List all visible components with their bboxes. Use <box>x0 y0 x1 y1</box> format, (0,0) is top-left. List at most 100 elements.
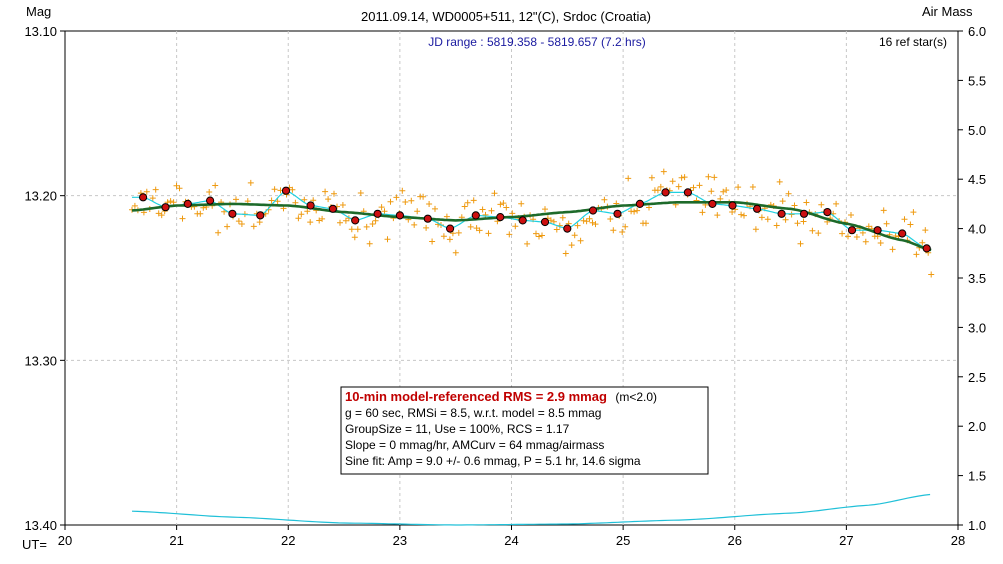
binned-point <box>708 199 717 208</box>
raw-point <box>625 175 632 182</box>
y-right-tick-label: 1.0 <box>968 518 986 533</box>
binned-point <box>228 209 237 218</box>
raw-point <box>631 208 638 215</box>
raw-point <box>331 190 337 197</box>
raw-point <box>491 190 498 197</box>
raw-point <box>714 212 721 219</box>
raw-point <box>238 221 245 227</box>
sine-line <box>132 190 927 249</box>
raw-point <box>408 197 415 204</box>
raw-point <box>654 187 661 194</box>
raw-point <box>149 195 156 202</box>
raw-point <box>749 184 756 190</box>
raw-point <box>337 219 343 226</box>
raw-point <box>797 240 804 247</box>
raw-point <box>399 187 406 194</box>
raw-point <box>634 207 641 214</box>
raw-point <box>307 219 314 226</box>
binned-point <box>922 244 931 253</box>
raw-point <box>497 201 504 208</box>
raw-point <box>862 238 869 245</box>
raw-point <box>479 206 486 213</box>
info-line-4: Slope = 0 mmag/hr, AMCurv = 64 mmag/airm… <box>345 438 604 452</box>
raw-point <box>524 240 531 247</box>
raw-point <box>657 183 664 190</box>
raw-point <box>167 198 174 205</box>
raw-point <box>601 196 608 203</box>
raw-point <box>660 168 667 175</box>
raw-point <box>845 233 851 240</box>
chart-title: 2011.09.14, WD0005+511, 12"(C), Srdoc (C… <box>361 9 651 24</box>
raw-point <box>378 204 385 211</box>
raw-point <box>913 251 920 258</box>
x-tick-label: 25 <box>616 533 630 548</box>
raw-point <box>366 240 373 247</box>
raw-point <box>152 186 159 193</box>
raw-point <box>420 193 427 200</box>
raw-point <box>170 199 177 206</box>
raw-point <box>607 216 614 222</box>
raw-point <box>470 197 477 204</box>
raw-point <box>681 174 688 181</box>
raw-point <box>289 186 296 193</box>
raw-point <box>773 222 780 229</box>
binned-point <box>518 216 527 225</box>
raw-point <box>586 215 593 222</box>
raw-point <box>910 209 917 216</box>
binned-point <box>753 204 762 213</box>
raw-point <box>889 246 896 253</box>
binned-data-points <box>139 186 931 253</box>
y-left-ticks: 13.10 13.20 13.30 13.40 <box>24 24 65 533</box>
raw-point <box>339 202 346 208</box>
raw-point <box>833 200 840 207</box>
raw-point <box>452 249 459 256</box>
raw-point <box>562 250 569 257</box>
info-line-5: Sine fit: Amp = 9.0 +/- 0.6 mmag, P = 5.… <box>345 454 641 468</box>
raw-point <box>143 188 150 195</box>
raw-point <box>461 203 468 210</box>
raw-point <box>455 229 462 236</box>
binned-point <box>139 193 148 202</box>
raw-point <box>592 221 599 228</box>
raw-point <box>369 221 376 227</box>
x-tick-label: 23 <box>393 533 407 548</box>
binned-point <box>683 188 693 197</box>
binned-point <box>898 229 907 238</box>
raw-point <box>292 199 299 206</box>
raw-point <box>268 197 275 204</box>
binned-point <box>281 186 291 195</box>
raw-point <box>295 215 302 222</box>
raw-point <box>506 231 513 238</box>
y-right-tick-label: 3.0 <box>968 320 986 335</box>
raw-point <box>212 182 219 189</box>
binned-point <box>777 209 786 218</box>
binned-point <box>256 211 265 220</box>
raw-point <box>619 229 626 235</box>
info-rms-value: 10-min model-referenced RMS = 2.9 mmag <box>345 389 607 404</box>
raw-point <box>233 196 239 203</box>
raw-point <box>363 223 370 230</box>
raw-point <box>426 201 433 207</box>
raw-point <box>901 216 908 223</box>
raw-point <box>818 201 825 208</box>
raw-point <box>815 230 822 237</box>
raw-point <box>393 194 400 201</box>
raw-point <box>669 178 676 185</box>
raw-point <box>536 233 542 240</box>
x-tick-label: 26 <box>728 533 742 548</box>
raw-point <box>646 204 652 211</box>
raw-point <box>500 200 507 207</box>
binned-point <box>823 208 832 217</box>
x-tick-label: 21 <box>169 533 183 548</box>
x-tick-label: 22 <box>281 533 295 548</box>
raw-data-points <box>129 168 935 278</box>
raw-point <box>402 199 409 205</box>
x-tick-label: 24 <box>504 533 518 548</box>
y-left-tick-label: 13.40 <box>24 518 57 533</box>
y-right-tick-label: 5.5 <box>968 73 986 88</box>
y-right-ticks: 1.0 1.5 2.0 2.5 3.0 3.5 4.0 4.5 5.0 5.5 6.0 <box>958 24 986 533</box>
raw-point <box>880 207 887 214</box>
binned-point <box>588 206 598 215</box>
binned-point <box>183 199 192 208</box>
raw-point <box>559 214 566 221</box>
